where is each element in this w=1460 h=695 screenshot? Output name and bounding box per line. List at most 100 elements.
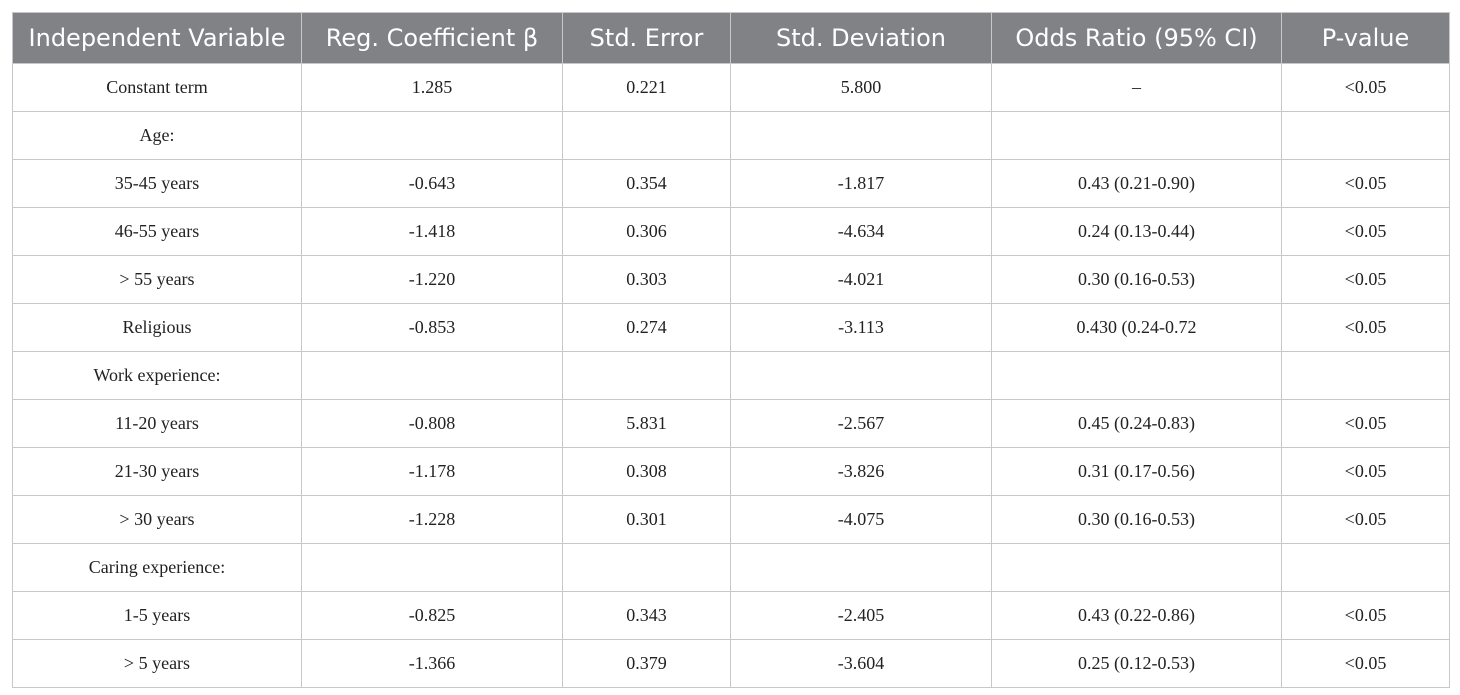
row-label: Religious bbox=[12, 303, 302, 352]
row-label: Constant term bbox=[12, 63, 302, 112]
column-header: P-value bbox=[1281, 12, 1450, 64]
cell: <0.05 bbox=[1281, 303, 1450, 352]
cell: -2.567 bbox=[730, 399, 992, 448]
cell: <0.05 bbox=[1281, 639, 1450, 688]
cell: -4.021 bbox=[730, 255, 992, 304]
data-row: > 30 years -1.228 0.301 -4.075 0.30 (0.16-0.… bbox=[12, 495, 1450, 544]
data-row: > 5 years -1.366 0.379 -3.604 0.25 (0.12-0.5… bbox=[12, 639, 1450, 688]
cell: -0.643 bbox=[301, 159, 563, 208]
cell: 0.221 bbox=[562, 63, 731, 112]
cell: -0.808 bbox=[301, 399, 563, 448]
regression-table: Independent Variable Reg. Coefficient β St… bbox=[12, 12, 1450, 688]
group-row: Age: bbox=[12, 111, 1450, 160]
cell: 1.285 bbox=[301, 63, 563, 112]
cell: 0.430 (0.24-0.72 bbox=[991, 303, 1282, 352]
cell: 5.800 bbox=[730, 63, 992, 112]
group-row: Caring experience: bbox=[12, 543, 1450, 592]
cell: 0.30 (0.16-0.53) bbox=[991, 495, 1282, 544]
empty-cell bbox=[562, 111, 731, 160]
cell: <0.05 bbox=[1281, 255, 1450, 304]
row-label: > 5 years bbox=[12, 639, 302, 688]
cell: <0.05 bbox=[1281, 399, 1450, 448]
cell: -4.634 bbox=[730, 207, 992, 256]
cell: 0.43 (0.21-0.90) bbox=[991, 159, 1282, 208]
empty-cell bbox=[301, 111, 563, 160]
column-header: Independent Variable bbox=[12, 12, 302, 64]
group-row: Work experience: bbox=[12, 351, 1450, 400]
cell: 0.43 (0.22-0.86) bbox=[991, 591, 1282, 640]
cell: <0.05 bbox=[1281, 591, 1450, 640]
cell: -1.178 bbox=[301, 447, 563, 496]
cell: -0.825 bbox=[301, 591, 563, 640]
empty-cell bbox=[1281, 543, 1450, 592]
cell: 0.25 (0.12-0.53) bbox=[991, 639, 1282, 688]
empty-cell bbox=[301, 351, 563, 400]
cell: <0.05 bbox=[1281, 447, 1450, 496]
empty-cell bbox=[730, 351, 992, 400]
cell: -1.220 bbox=[301, 255, 563, 304]
header-row: Independent Variable Reg. Coefficient β St… bbox=[12, 12, 1450, 64]
empty-cell bbox=[562, 543, 731, 592]
column-header: Std. Error bbox=[562, 12, 731, 64]
data-row: > 55 years -1.220 0.303 -4.021 0.30 (0.16-0.… bbox=[12, 255, 1450, 304]
cell: 0.31 (0.17-0.56) bbox=[991, 447, 1282, 496]
row-label: 46-55 years bbox=[12, 207, 302, 256]
data-row: 35-45 years -0.643 0.354 -1.817 0.43 (0.21-0… bbox=[12, 159, 1450, 208]
cell: 0.274 bbox=[562, 303, 731, 352]
row-label: Age: bbox=[12, 111, 302, 160]
cell: -3.113 bbox=[730, 303, 992, 352]
cell: 0.343 bbox=[562, 591, 731, 640]
column-header: Std. Deviation bbox=[730, 12, 992, 64]
row-label: 1-5 years bbox=[12, 591, 302, 640]
empty-cell bbox=[991, 111, 1282, 160]
empty-cell bbox=[730, 543, 992, 592]
empty-cell bbox=[301, 543, 563, 592]
row-label: Caring experience: bbox=[12, 543, 302, 592]
cell: -1.366 bbox=[301, 639, 563, 688]
empty-cell bbox=[1281, 351, 1450, 400]
cell: 0.301 bbox=[562, 495, 731, 544]
empty-cell bbox=[562, 351, 731, 400]
cell: -4.075 bbox=[730, 495, 992, 544]
cell: -1.418 bbox=[301, 207, 563, 256]
row-label: 35-45 years bbox=[12, 159, 302, 208]
empty-cell bbox=[991, 543, 1282, 592]
cell: -3.826 bbox=[730, 447, 992, 496]
cell: 0.303 bbox=[562, 255, 731, 304]
row-label: 21-30 years bbox=[12, 447, 302, 496]
empty-cell bbox=[991, 351, 1282, 400]
data-row: 21-30 years -1.178 0.308 -3.826 0.31 (0.17-0… bbox=[12, 447, 1450, 496]
row-label: Work experience: bbox=[12, 351, 302, 400]
cell: <0.05 bbox=[1281, 63, 1450, 112]
cell: <0.05 bbox=[1281, 207, 1450, 256]
data-row: Religious -0.853 0.274 -3.113 0.430 (0.24-0.… bbox=[12, 303, 1450, 352]
cell: -2.405 bbox=[730, 591, 992, 640]
table-body: Constant term 1.285 0.221 5.800– <0.05 Age: 35… bbox=[12, 63, 1450, 688]
column-header: Odds Ratio (95% CI) bbox=[991, 12, 1282, 64]
cell: 0.308 bbox=[562, 447, 731, 496]
cell: 0.306 bbox=[562, 207, 731, 256]
cell: -1.228 bbox=[301, 495, 563, 544]
row-label: 11-20 years bbox=[12, 399, 302, 448]
cell: -3.604 bbox=[730, 639, 992, 688]
data-row: Constant term 1.285 0.221 5.800– <0.05 bbox=[12, 63, 1450, 112]
cell: 5.831 bbox=[562, 399, 731, 448]
cell: 0.45 (0.24-0.83) bbox=[991, 399, 1282, 448]
cell: <0.05 bbox=[1281, 159, 1450, 208]
cell: – bbox=[991, 63, 1282, 112]
data-row: 1-5 years -0.825 0.343 -2.405 0.43 (0.22-0.8… bbox=[12, 591, 1450, 640]
cell: -0.853 bbox=[301, 303, 563, 352]
data-row: 46-55 years -1.418 0.306 -4.634 0.24 (0.13-0… bbox=[12, 207, 1450, 256]
empty-cell bbox=[1281, 111, 1450, 160]
data-row: 11-20 years -0.808 5.831 -2.567 0.45 (0.24-0… bbox=[12, 399, 1450, 448]
cell: 0.30 (0.16-0.53) bbox=[991, 255, 1282, 304]
empty-cell bbox=[730, 111, 992, 160]
cell: -1.817 bbox=[730, 159, 992, 208]
column-header: Reg. Coefficient β bbox=[301, 12, 563, 64]
cell: <0.05 bbox=[1281, 495, 1450, 544]
row-label: > 30 years bbox=[12, 495, 302, 544]
cell: 0.379 bbox=[562, 639, 731, 688]
row-label: > 55 years bbox=[12, 255, 302, 304]
cell: 0.24 (0.13-0.44) bbox=[991, 207, 1282, 256]
